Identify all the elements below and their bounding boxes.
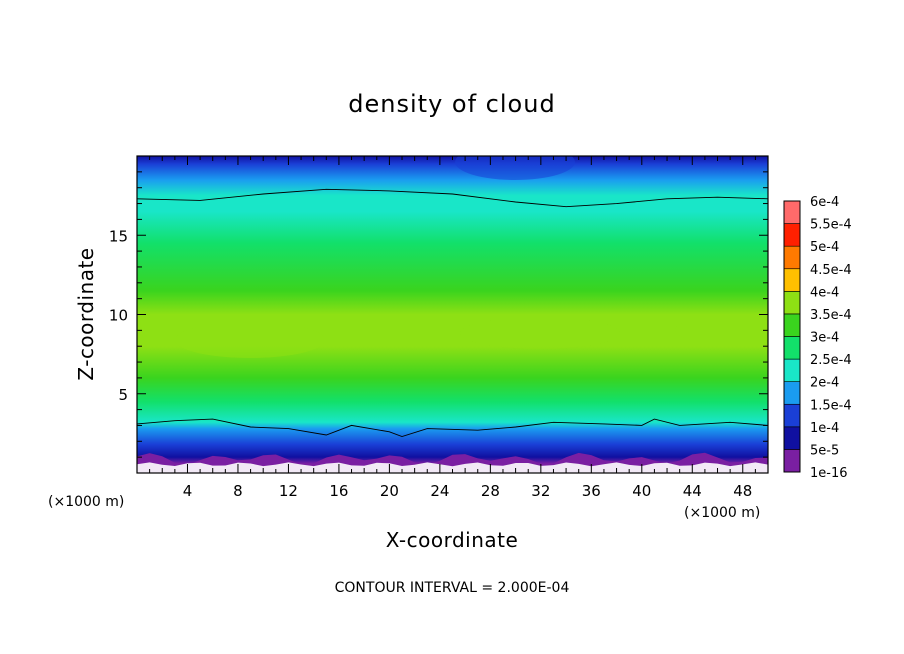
contour-line bbox=[137, 418, 768, 437]
x-tick-label: 4 bbox=[183, 482, 193, 500]
y-tick-label: 10 bbox=[109, 307, 128, 325]
x-tick-label: 20 bbox=[380, 482, 399, 500]
contour-line bbox=[137, 188, 768, 208]
x-tick-label: 24 bbox=[430, 482, 449, 500]
colorbar-swatch bbox=[783, 403, 801, 428]
bottom-purple-band bbox=[137, 452, 768, 473]
colorbar-swatch bbox=[783, 223, 801, 247]
x-tick-label: 44 bbox=[683, 482, 702, 500]
x-tick-label: 36 bbox=[582, 482, 601, 500]
colorbar-label: 1.5e-4 bbox=[810, 398, 852, 413]
plot-area bbox=[136, 155, 769, 474]
x-unit-label-right: (×1000 m) bbox=[684, 505, 760, 521]
colorbar-label: 4.5e-4 bbox=[810, 263, 852, 278]
x-unit-label-left: (×1000 m) bbox=[48, 494, 124, 510]
y-tick-label: 5 bbox=[118, 386, 128, 404]
colorbar-label: 4e-4 bbox=[810, 285, 839, 300]
colorbar-label: 2e-4 bbox=[810, 376, 839, 391]
colorbar-swatch bbox=[783, 245, 801, 270]
colorbar-swatch bbox=[783, 449, 801, 473]
colorbar-swatch bbox=[783, 381, 801, 405]
colorbar-frame bbox=[783, 200, 801, 473]
plot-field bbox=[137, 156, 768, 473]
y-axis-label: Z-coordinate bbox=[74, 247, 98, 380]
x-tick-label: 40 bbox=[632, 482, 651, 500]
colorbar-swatch bbox=[783, 313, 801, 337]
colorbar-swatch bbox=[783, 291, 801, 315]
colorbar-label: 1e-16 bbox=[810, 466, 848, 481]
y-axis: 5 10 15 bbox=[109, 171, 768, 458]
x-tick-label: 28 bbox=[481, 482, 500, 500]
colorbar-label: 2.5e-4 bbox=[810, 353, 852, 368]
top-low-density-patch bbox=[455, 156, 575, 180]
x-tick-label: 48 bbox=[733, 482, 752, 500]
chart-title: density of cloud bbox=[348, 90, 555, 118]
mid-high-density-patch bbox=[675, 316, 768, 344]
x-tick-label: 32 bbox=[531, 482, 550, 500]
contour-lines bbox=[137, 188, 768, 437]
mid-high-density-patch bbox=[175, 322, 325, 358]
colorbar-swatch bbox=[783, 426, 801, 450]
colorbar-label: 5.5e-4 bbox=[810, 218, 852, 233]
colorbar-label: 5e-4 bbox=[810, 240, 839, 255]
colorbar-swatch bbox=[783, 358, 801, 382]
colorbar-label: 5e-5 bbox=[810, 443, 839, 458]
colorbar-label: 1e-4 bbox=[810, 421, 839, 436]
colorbar: 1e-16 5e-5 1e-4 1.5e-4 2e-4 2.5e-4 3e-4 3.5e-4 4… bbox=[783, 195, 852, 481]
colorbar-swatch bbox=[783, 268, 801, 292]
bottom-empty-strip bbox=[137, 462, 768, 473]
x-axis: 4 8 12 16 20 24 28 32 36 40 44 48 bbox=[149, 156, 756, 500]
colorbar-label: 3e-4 bbox=[810, 331, 839, 346]
x-axis-label: X-coordinate bbox=[386, 528, 519, 552]
x-tick-label: 12 bbox=[279, 482, 298, 500]
contour-interval-note: CONTOUR INTERVAL = 2.000E-04 bbox=[335, 580, 570, 596]
x-tick-label: 16 bbox=[329, 482, 348, 500]
mid-high-density-patch bbox=[460, 317, 620, 349]
x-tick-label: 8 bbox=[233, 482, 243, 500]
colorbar-label: 3.5e-4 bbox=[810, 308, 852, 323]
colorbar-label: 6e-4 bbox=[810, 195, 839, 210]
y-tick-label: 15 bbox=[109, 227, 128, 245]
colorbar-swatch bbox=[783, 336, 801, 360]
colorbar-swatch bbox=[783, 200, 801, 224]
